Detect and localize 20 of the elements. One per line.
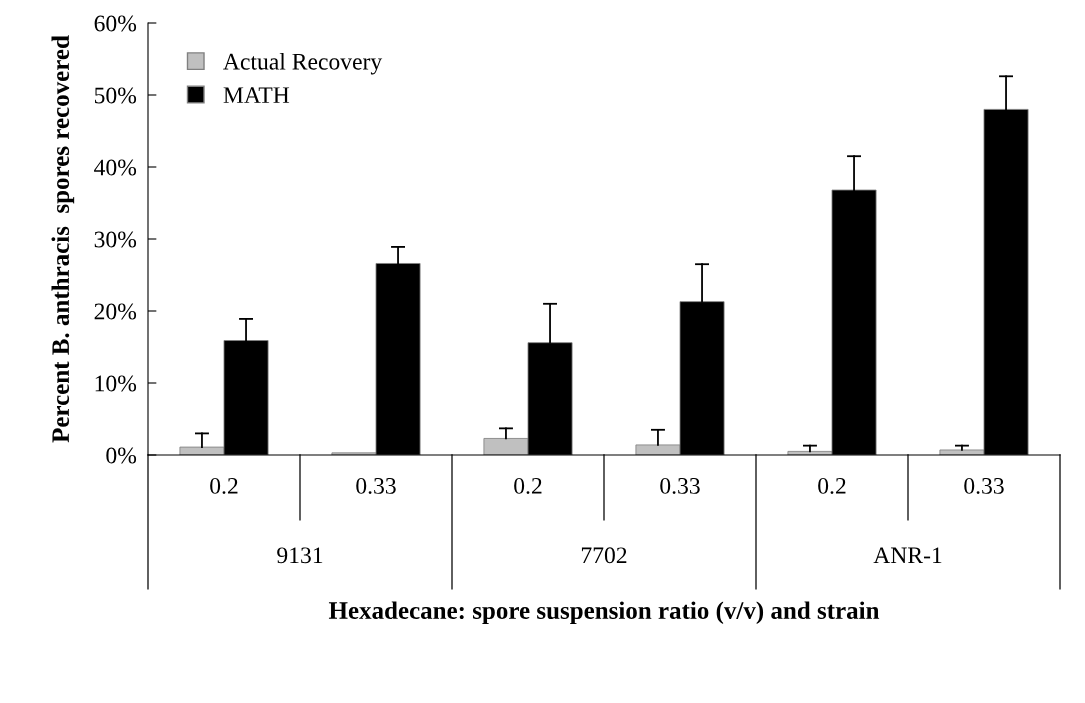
y-tick-label: 10% xyxy=(95,375,137,392)
text: 7702 xyxy=(581,547,627,564)
y-tick-label: 0% xyxy=(106,447,137,464)
x-tick-label: 0.2 xyxy=(210,477,238,494)
legend-label: Actual Recovery xyxy=(223,53,383,75)
text: 9131 xyxy=(277,547,323,564)
legend-label: MATH xyxy=(223,87,290,103)
x-tick-label: 0.33 xyxy=(660,477,700,494)
x-tick-label: 0.2 xyxy=(818,477,846,494)
x-tick-label: 0.33 xyxy=(356,477,396,494)
y-tick-label: 40% xyxy=(94,159,137,176)
y-axis-title: Percent B. anthracis spores recovered xyxy=(51,35,75,443)
x-tick-label: 0.33 xyxy=(964,477,1004,494)
y-tick-label: 20% xyxy=(94,303,137,320)
x-axis-title: Hexadecane: spore suspension ratio (v/v) and strain xyxy=(328,601,880,625)
y-tick-label: 30% xyxy=(94,231,137,248)
text: ANR-1 xyxy=(873,547,942,564)
y-tick-label: 50% xyxy=(94,87,137,104)
y-tick-label: 60% xyxy=(94,15,137,32)
x-tick-label: 0.2 xyxy=(514,477,542,494)
